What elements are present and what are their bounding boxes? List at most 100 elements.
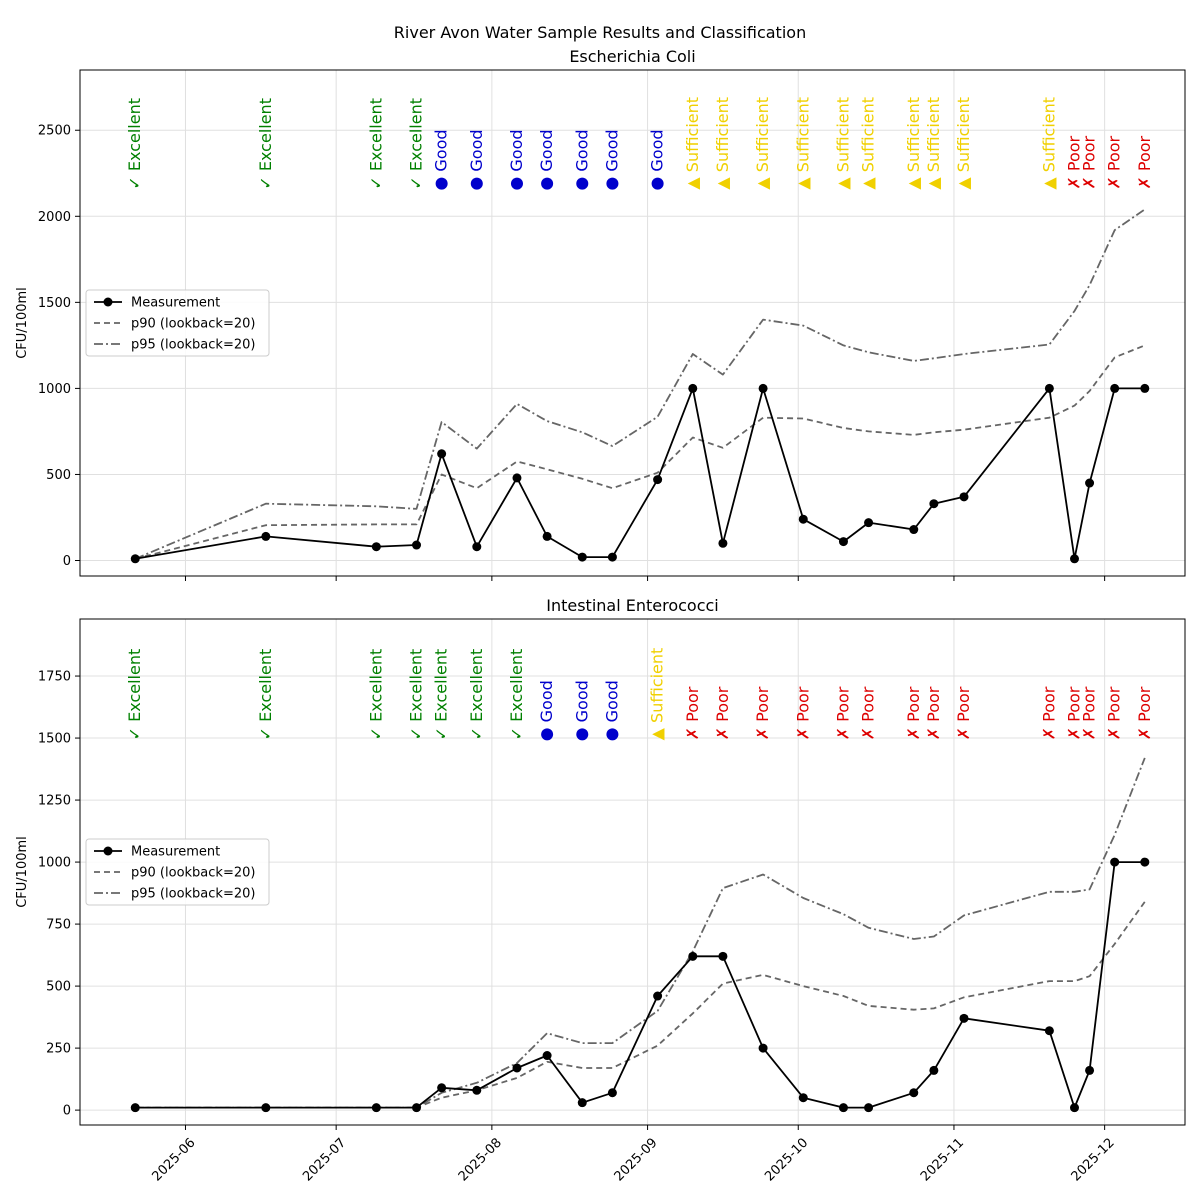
data-point <box>718 538 728 548</box>
classification-label: ✓ Excellent <box>407 98 426 190</box>
x-tick-label: 2025-12 <box>1069 1135 1118 1184</box>
data-point <box>607 1088 617 1098</box>
classification-label: ▲ Sufficient <box>859 97 878 190</box>
data-point <box>798 1093 808 1103</box>
data-point <box>261 531 271 541</box>
data-point <box>412 540 422 550</box>
good-marker-icon <box>541 177 554 190</box>
classification-label: ✗ Poor <box>904 686 923 740</box>
y-tick-label: 1500 <box>38 296 71 311</box>
series-line-measurement <box>135 861 1145 1109</box>
classification-label: ▲ Sufficient <box>713 97 732 190</box>
classification-label: ✗ Poor <box>793 686 812 740</box>
data-point <box>718 951 728 961</box>
classification-label: ✗ Poor <box>1039 686 1058 740</box>
data-point <box>261 1103 271 1113</box>
x-tick-label: 2025-09 <box>612 1135 661 1184</box>
legend-label: p95 (lookback=20) <box>131 338 255 353</box>
data-point <box>929 1065 939 1075</box>
good-marker-icon <box>576 728 589 741</box>
classification-label: ✗ Poor <box>683 686 702 740</box>
classification-label: ✓ Excellent <box>256 649 275 741</box>
classification-label: ▲ Sufficient <box>753 97 772 190</box>
legend-marker <box>103 846 113 856</box>
good-marker-icon <box>510 177 523 190</box>
classification-label: ✗ Poor <box>954 686 973 740</box>
legend-box <box>85 838 270 906</box>
classification-label: ✗ Poor <box>1080 135 1099 189</box>
classification-label: ▲ Sufficient <box>793 97 812 190</box>
series-line-measurement <box>135 387 1145 560</box>
data-point <box>909 1088 919 1098</box>
data-point <box>371 1103 381 1113</box>
data-point <box>1070 554 1079 564</box>
data-point <box>688 951 698 961</box>
data-point <box>371 542 381 552</box>
y-tick-label: 1500 <box>38 732 71 747</box>
data-point <box>838 537 848 547</box>
data-point <box>1070 1103 1079 1113</box>
x-tick-label: 2025-10 <box>762 1135 811 1184</box>
classification-label: Good <box>537 129 556 171</box>
data-point <box>929 499 939 509</box>
classification-label: ✓ Excellent <box>467 649 486 741</box>
classification-label: ▲ Sufficient <box>833 97 852 190</box>
legend-label: Measurement <box>131 845 220 860</box>
data-point <box>607 552 617 562</box>
data-point <box>1140 857 1150 867</box>
series-line-p95 <box>135 757 1146 1109</box>
classification-label: ✗ Poor <box>1065 135 1084 189</box>
legend-label: p90 (lookback=20) <box>131 317 255 332</box>
legend-label: p90 (lookback=20) <box>131 866 255 881</box>
classification-label: Good <box>602 129 621 171</box>
good-marker-icon <box>606 728 619 741</box>
data-point <box>1140 383 1150 393</box>
data-point <box>688 383 698 393</box>
data-point <box>472 1085 482 1095</box>
classification-label: ✓ Excellent <box>125 98 144 190</box>
classification-label: ✗ Poor <box>924 686 943 740</box>
classification-label: ✗ Poor <box>833 686 852 740</box>
good-marker-icon <box>651 177 664 190</box>
data-point <box>542 1051 552 1061</box>
data-point <box>864 1103 874 1113</box>
x-tick-label: 2025-06 <box>150 1135 199 1184</box>
data-point <box>577 1098 587 1108</box>
chart-title: Escherichia Coli <box>569 47 695 66</box>
classification-label: Good <box>467 129 486 171</box>
classification-label: ▲ Sufficient <box>1039 97 1058 190</box>
y-tick-label: 500 <box>46 980 71 995</box>
classification-label: Good <box>507 129 526 171</box>
classification-label: ▲ Sufficient <box>924 97 943 190</box>
data-point <box>838 1103 848 1113</box>
y-tick-label: 500 <box>46 468 71 483</box>
data-point <box>512 473 522 483</box>
plot-frame <box>79 69 1186 577</box>
classification-label: ✗ Poor <box>1135 135 1154 189</box>
legend-label: Measurement <box>131 296 220 311</box>
x-tick-label: 2025-07 <box>300 1135 349 1184</box>
y-tick-label: 1000 <box>38 856 71 871</box>
data-point <box>758 383 768 393</box>
classification-label: Good <box>648 129 667 171</box>
data-point <box>472 542 482 552</box>
classification-label: Good <box>537 680 556 722</box>
classification-label: ▲ Sufficient <box>904 97 923 190</box>
y-tick-label: 1750 <box>38 670 71 685</box>
x-tick-label: 2025-08 <box>456 1135 505 1184</box>
good-marker-icon <box>435 177 448 190</box>
series-line-p90 <box>135 901 1146 1109</box>
classification-label: ✓ Excellent <box>256 98 275 190</box>
series-line-p95 <box>134 208 1146 560</box>
y-tick-label: 2500 <box>38 124 71 139</box>
y-tick-label: 1250 <box>38 794 71 809</box>
classification-label: ✗ Poor <box>1080 686 1099 740</box>
classification-label: Good <box>602 680 621 722</box>
data-point <box>1085 1065 1095 1075</box>
data-point <box>959 1013 969 1023</box>
data-point <box>758 1043 768 1053</box>
classification-label: ✓ Excellent <box>366 98 385 190</box>
figure-title: River Avon Water Sample Results and Clas… <box>394 23 806 42</box>
classification-label: Good <box>572 680 591 722</box>
classification-label: ✗ Poor <box>859 686 878 740</box>
